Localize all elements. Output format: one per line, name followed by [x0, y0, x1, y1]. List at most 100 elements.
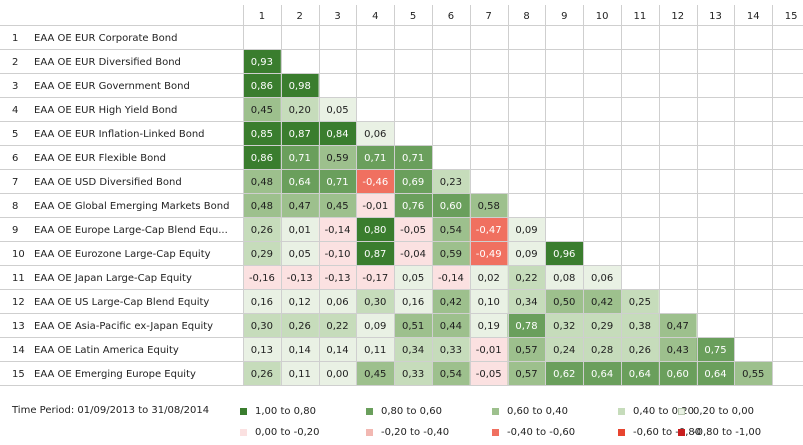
legend-label: -0,20 to -0,40: [381, 426, 450, 438]
cell-value-10-8: 0,09: [515, 249, 537, 260]
cell-9-2: [280, 217, 319, 241]
column-header-3: 3: [334, 11, 340, 22]
cell-value-9-7: -0,47: [476, 225, 502, 236]
cell-13-4: [356, 313, 395, 337]
cell-value-9-3: -0,14: [325, 225, 351, 236]
cell-13-6: [432, 313, 470, 337]
cell-7-5: [394, 169, 432, 193]
cell-value-10-7: -0,49: [476, 249, 502, 260]
cell-value-11-6: -0,14: [438, 273, 464, 284]
row-label-6: EAA OE EUR Flexible Bond: [34, 153, 166, 164]
cell-value-13-1: 0,30: [251, 321, 273, 332]
legend-swatch: [678, 407, 685, 415]
legend-label: 0,60 to 0,40: [507, 405, 568, 417]
cell-8-3: [318, 193, 357, 217]
legend-item: -0,60 to -0,80: [618, 425, 701, 439]
legend-swatch: [678, 428, 685, 436]
cell-value-11-5: 0,05: [402, 273, 424, 284]
cell-11-5: [394, 265, 432, 289]
cell-6-3: [318, 145, 357, 169]
cell-15-5: [394, 361, 432, 385]
cell-value-13-9: 0,32: [553, 321, 575, 332]
cell-value-13-5: 0,51: [402, 321, 424, 332]
cell-value-4-1: 0,45: [251, 105, 273, 116]
cell-15-13: [696, 361, 735, 385]
cell-value-13-4: 0,09: [364, 321, 386, 332]
cell-value-8-3: 0,45: [326, 201, 348, 212]
cell-8-6: [432, 193, 470, 217]
cell-15-10: [583, 361, 621, 385]
cell-2-1: [243, 49, 281, 73]
legend-item: 0,40 to 0,20: [618, 404, 694, 418]
cell-value-11-7: 0,02: [478, 273, 500, 284]
cell-5-4: [356, 121, 395, 145]
cell-12-3: [318, 289, 357, 313]
cell-value-11-4: -0,17: [362, 273, 388, 284]
legend-item: -0,40 to -0,60: [492, 425, 575, 439]
legend-swatch: [366, 407, 373, 415]
cell-3-2: [280, 73, 319, 97]
column-header-11: 11: [634, 11, 647, 22]
cell-value-8-2: 0,47: [289, 201, 311, 212]
cell-value-15-3: 0,00: [326, 369, 348, 380]
cell-value-15-9: 0,62: [553, 369, 575, 380]
cell-value-6-3: 0,59: [326, 153, 348, 164]
cell-value-15-7: -0,05: [476, 369, 502, 380]
legend-item: -0,80 to -1,00: [678, 425, 761, 439]
cell-value-3-2: 0,98: [289, 81, 311, 92]
legend-item: 0,60 to 0,40: [492, 404, 568, 418]
row-label-9: EAA OE Europe Large-Cap Blend Equ...: [34, 225, 228, 236]
cell-11-2: [280, 265, 319, 289]
column-header-1: 1: [259, 11, 265, 22]
cell-7-4: [356, 169, 395, 193]
legend-swatch: [240, 428, 247, 436]
legend-label: 0,80 to 0,60: [381, 405, 442, 417]
cell-12-10: [583, 289, 621, 313]
cell-6-4: [356, 145, 395, 169]
cell-14-5: [394, 337, 432, 361]
cell-4-2: [280, 97, 319, 121]
cell-value-9-5: -0,05: [400, 225, 426, 236]
cell-value-14-8: 0,57: [515, 345, 537, 356]
cell-12-4: [356, 289, 395, 313]
cell-12-2: [280, 289, 319, 313]
cell-value-12-10: 0,42: [591, 297, 613, 308]
cell-value-13-12: 0,47: [667, 321, 689, 332]
legend-label: 1,00 to 0,80: [255, 405, 316, 417]
column-header-10: 10: [596, 11, 609, 22]
cell-14-11: [621, 337, 659, 361]
time-period: Time Period: 01/09/2013 to 31/08/2014: [12, 405, 210, 416]
cell-13-8: [507, 313, 546, 337]
cell-value-13-6: 0,44: [440, 321, 462, 332]
cell-value-10-5: -0,04: [400, 249, 426, 260]
cell-value-14-4: 0,11: [364, 345, 386, 356]
cell-14-4: [356, 337, 395, 361]
cell-5-2: [280, 121, 319, 145]
row-label-13: EAA OE Asia-Pacific ex-Japan Equity: [34, 321, 213, 332]
row-label-4: EAA OE EUR High Yield Bond: [34, 105, 177, 116]
cell-value-12-7: 0,10: [478, 297, 500, 308]
cell-15-12: [658, 361, 697, 385]
row-label-14: EAA OE Latin America Equity: [34, 345, 179, 356]
cell-14-8: [507, 337, 546, 361]
cell-10-5: [394, 241, 432, 265]
cell-value-14-5: 0,34: [402, 345, 424, 356]
cell-12-7: [469, 289, 508, 313]
cell-value-15-2: 0,11: [289, 369, 311, 380]
cell-7-1: [243, 169, 281, 193]
cell-3-1: [243, 73, 281, 97]
cell-value-14-11: 0,26: [629, 345, 651, 356]
cell-11-3: [318, 265, 357, 289]
row-number-14: 14: [12, 345, 25, 356]
cell-value-13-3: 0,22: [326, 321, 348, 332]
cell-10-8: [507, 241, 546, 265]
cell-value-12-5: 0,16: [402, 297, 424, 308]
legend-label: -0,40 to -0,60: [507, 426, 576, 438]
cell-value-15-4: 0,45: [364, 369, 386, 380]
cell-value-12-2: 0,12: [289, 297, 311, 308]
column-header-12: 12: [671, 11, 684, 22]
cell-value-5-3: 0,84: [326, 129, 348, 140]
row-number-5: 5: [12, 129, 18, 140]
column-header-4: 4: [372, 11, 378, 22]
legend-label: -0,60 to -0,80: [633, 426, 702, 438]
